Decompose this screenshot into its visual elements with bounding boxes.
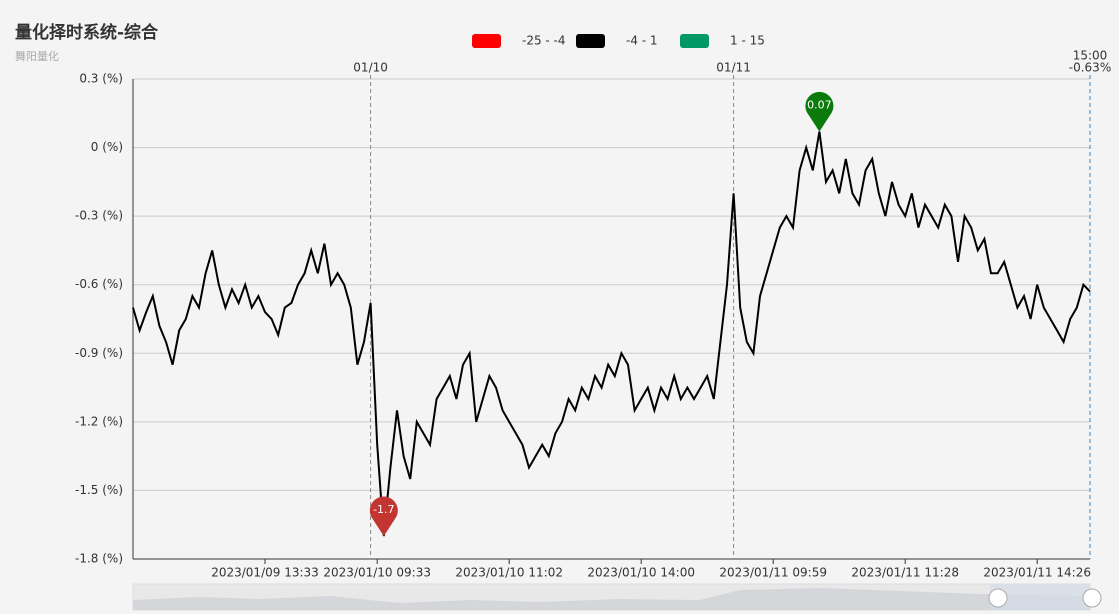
y-tick-label: -1.8 (%) — [75, 552, 123, 566]
data-zoom[interactable] — [132, 583, 1102, 611]
day-label: 01/10 — [353, 61, 388, 75]
mark-pin — [805, 91, 834, 132]
y-tick-label: -0.6 (%) — [75, 277, 123, 291]
y-tick-label: -0.9 (%) — [75, 346, 123, 360]
mark-label: -1.7 — [373, 503, 394, 516]
zoom-handle[interactable] — [1082, 588, 1102, 608]
legend-swatch — [472, 34, 501, 48]
mark-point: -1.7 — [369, 496, 398, 537]
chart-subtitle: 舞阳量化 — [15, 49, 59, 63]
y-tick-label: -0.3 (%) — [75, 209, 123, 223]
mark-label: 0.07 — [807, 99, 832, 112]
y-tick-label: -1.2 (%) — [75, 414, 123, 428]
mark-point: 0.07 — [805, 91, 834, 132]
legend-swatch — [680, 34, 709, 48]
legend-label: -25 - -4 — [522, 34, 566, 48]
day-label: 01/11 — [716, 61, 751, 75]
zoom-handle[interactable] — [988, 588, 1008, 608]
legend-swatch — [576, 34, 605, 48]
end-value: -0.63% — [1069, 61, 1111, 75]
x-tick-label: 2023/01/10 11:02 — [455, 566, 563, 580]
legend-label: 1 - 15 — [730, 34, 765, 48]
x-tick-label: 2023/01/09 13:33 — [211, 566, 319, 580]
x-tick-label: 2023/01/11 09:59 — [719, 566, 827, 580]
y-tick-label: 0 (%) — [91, 140, 123, 154]
x-tick-label: 2023/01/11 11:28 — [851, 566, 959, 580]
mark-pin — [369, 496, 398, 537]
x-tick-label: 2023/01/11 14:26 — [983, 566, 1091, 580]
x-tick-label: 2023/01/10 09:33 — [323, 566, 431, 580]
chart-title: 量化择时系统-综合 — [15, 22, 159, 43]
zoom-preview — [133, 588, 1090, 610]
x-tick-label: 2023/01/10 14:00 — [587, 566, 695, 580]
series-line — [132, 131, 1091, 537]
y-tick-label: 0.3 (%) — [79, 72, 123, 86]
legend-label: -4 - 1 — [626, 34, 658, 48]
end-time: 15:00 — [1073, 49, 1108, 63]
y-tick-label: -1.5 (%) — [75, 483, 123, 497]
